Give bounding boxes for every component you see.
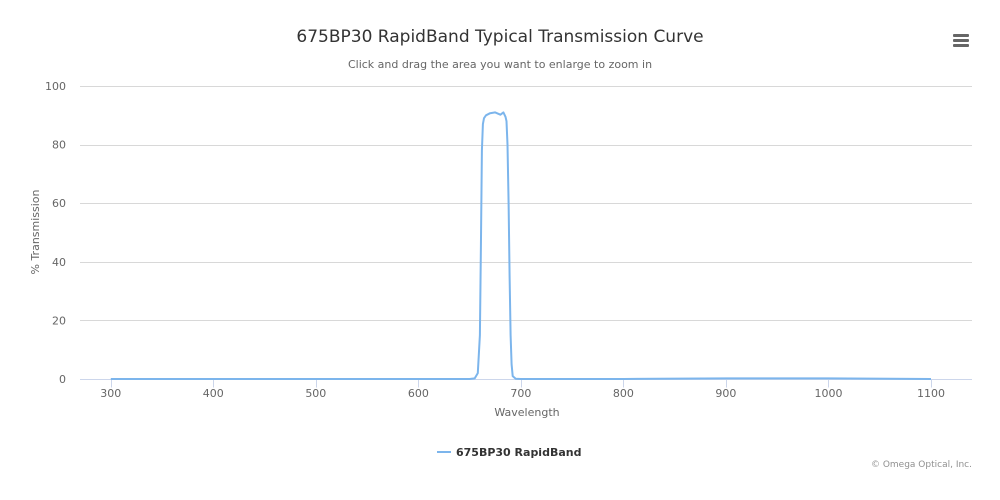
- y-tick-label: 100: [45, 80, 66, 93]
- y-axis-title: % Transmission: [29, 189, 42, 274]
- menu-bar: [953, 34, 969, 37]
- x-tick-label: 700: [510, 387, 531, 400]
- y-tick-label: 20: [52, 314, 66, 327]
- x-axis-ticks: 300 400 500 600 700 800 900 1000 1100: [100, 379, 945, 400]
- chart-subtitle: Click and drag the area you want to enla…: [347, 58, 653, 71]
- y-tick-label: 80: [52, 139, 66, 152]
- chart-title: 675BP30 RapidBand Typical Transmission C…: [296, 27, 704, 47]
- x-tick-label: 300: [100, 387, 121, 400]
- y-axis-ticks: 0 20 40 60 80 100: [45, 80, 66, 386]
- x-tick-label: 600: [408, 387, 429, 400]
- x-tick-label: 800: [613, 387, 634, 400]
- x-tick-label: 500: [305, 387, 326, 400]
- legend-item[interactable]: 675BP30 RapidBand: [437, 446, 581, 459]
- y-tick-label: 60: [52, 197, 66, 210]
- x-tick-label: 1100: [917, 387, 945, 400]
- legend-label: 675BP30 RapidBand: [456, 446, 581, 459]
- series-line-675bp30[interactable]: [110, 111, 932, 380]
- hamburger-menu-icon[interactable]: [953, 34, 969, 48]
- x-tick-label: 400: [203, 387, 224, 400]
- menu-bar: [953, 39, 969, 42]
- menu-bar: [953, 44, 969, 47]
- x-tick-label: 900: [715, 387, 736, 400]
- y-tick-label: 40: [52, 256, 66, 269]
- x-axis-title: Wavelength: [494, 406, 559, 419]
- grid-lines: [80, 86, 972, 321]
- credits-link[interactable]: © Omega Optical, Inc.: [870, 460, 972, 470]
- x-tick-label: 1000: [814, 387, 842, 400]
- y-tick-label: 0: [59, 373, 66, 386]
